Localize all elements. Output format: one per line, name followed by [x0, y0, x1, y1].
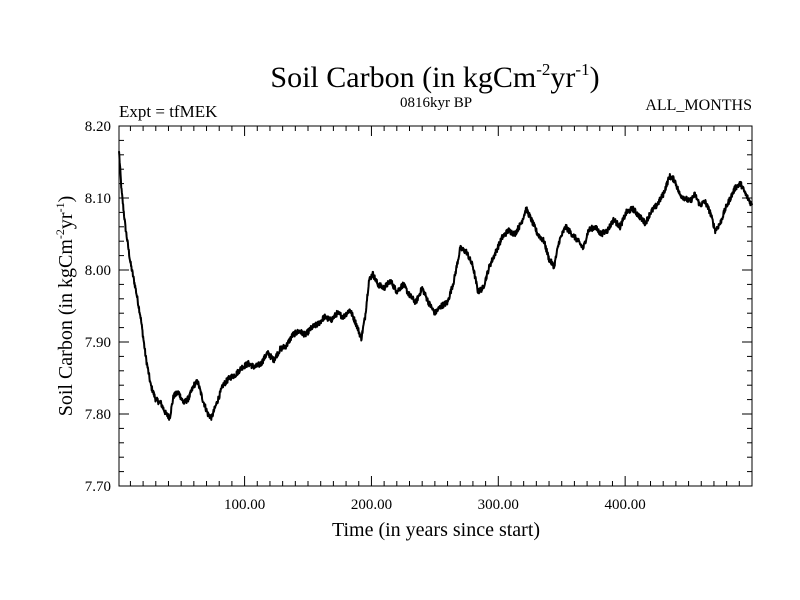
chart-title-sup-2: -1 [575, 60, 589, 79]
x-tick-label: 300.00 [478, 497, 519, 513]
y-tick-label: 8.10 [85, 191, 111, 207]
tick-labels: 100.00 200.00 300.00 400.00 7.70 7.80 7.90 8.00… [85, 119, 646, 513]
y-tick-label: 7.70 [85, 479, 111, 495]
y-tick-label: 7.90 [85, 335, 111, 351]
y-tick-label: 8.20 [85, 119, 111, 135]
y-axis-label-mid: yr [55, 212, 77, 229]
minor-ticks [119, 126, 752, 486]
y-axis-label-sup-1: -2 [53, 229, 67, 239]
x-tick-label: 200.00 [351, 497, 392, 513]
x-axis-label: Time (in years since start) [332, 519, 540, 541]
y-axis-label: Soil Carbon (in kgCm-2yr-1) [53, 196, 77, 417]
x-tick-label: 100.00 [224, 497, 265, 513]
soil-carbon-series-line [118, 151, 753, 421]
x-tick-label: 400.00 [605, 497, 646, 513]
chart-title-sup-1: -2 [536, 60, 550, 79]
months-label: ALL_MONTHS [645, 97, 752, 114]
chart-title: Soil Carbon (in kgCm-2yr-1) [270, 60, 599, 94]
y-axis-label-main: Soil Carbon (in kgCm [55, 239, 77, 417]
plot-frame [118, 125, 753, 487]
chart-title-main: Soil Carbon (in kgCm [270, 61, 536, 94]
y-axis-label-end: ) [55, 196, 77, 203]
major-ticks [119, 125, 752, 487]
y-axis-label-sup-2: -1 [53, 202, 67, 212]
experiment-label: Expt = tfMEK [119, 102, 218, 121]
chart-title-mid: yr [550, 61, 575, 94]
y-tick-label: 7.80 [85, 407, 111, 423]
chart-title-end: ) [590, 61, 600, 94]
y-tick-label: 8.00 [85, 263, 111, 279]
period-label: 0816kyr BP [400, 95, 472, 111]
